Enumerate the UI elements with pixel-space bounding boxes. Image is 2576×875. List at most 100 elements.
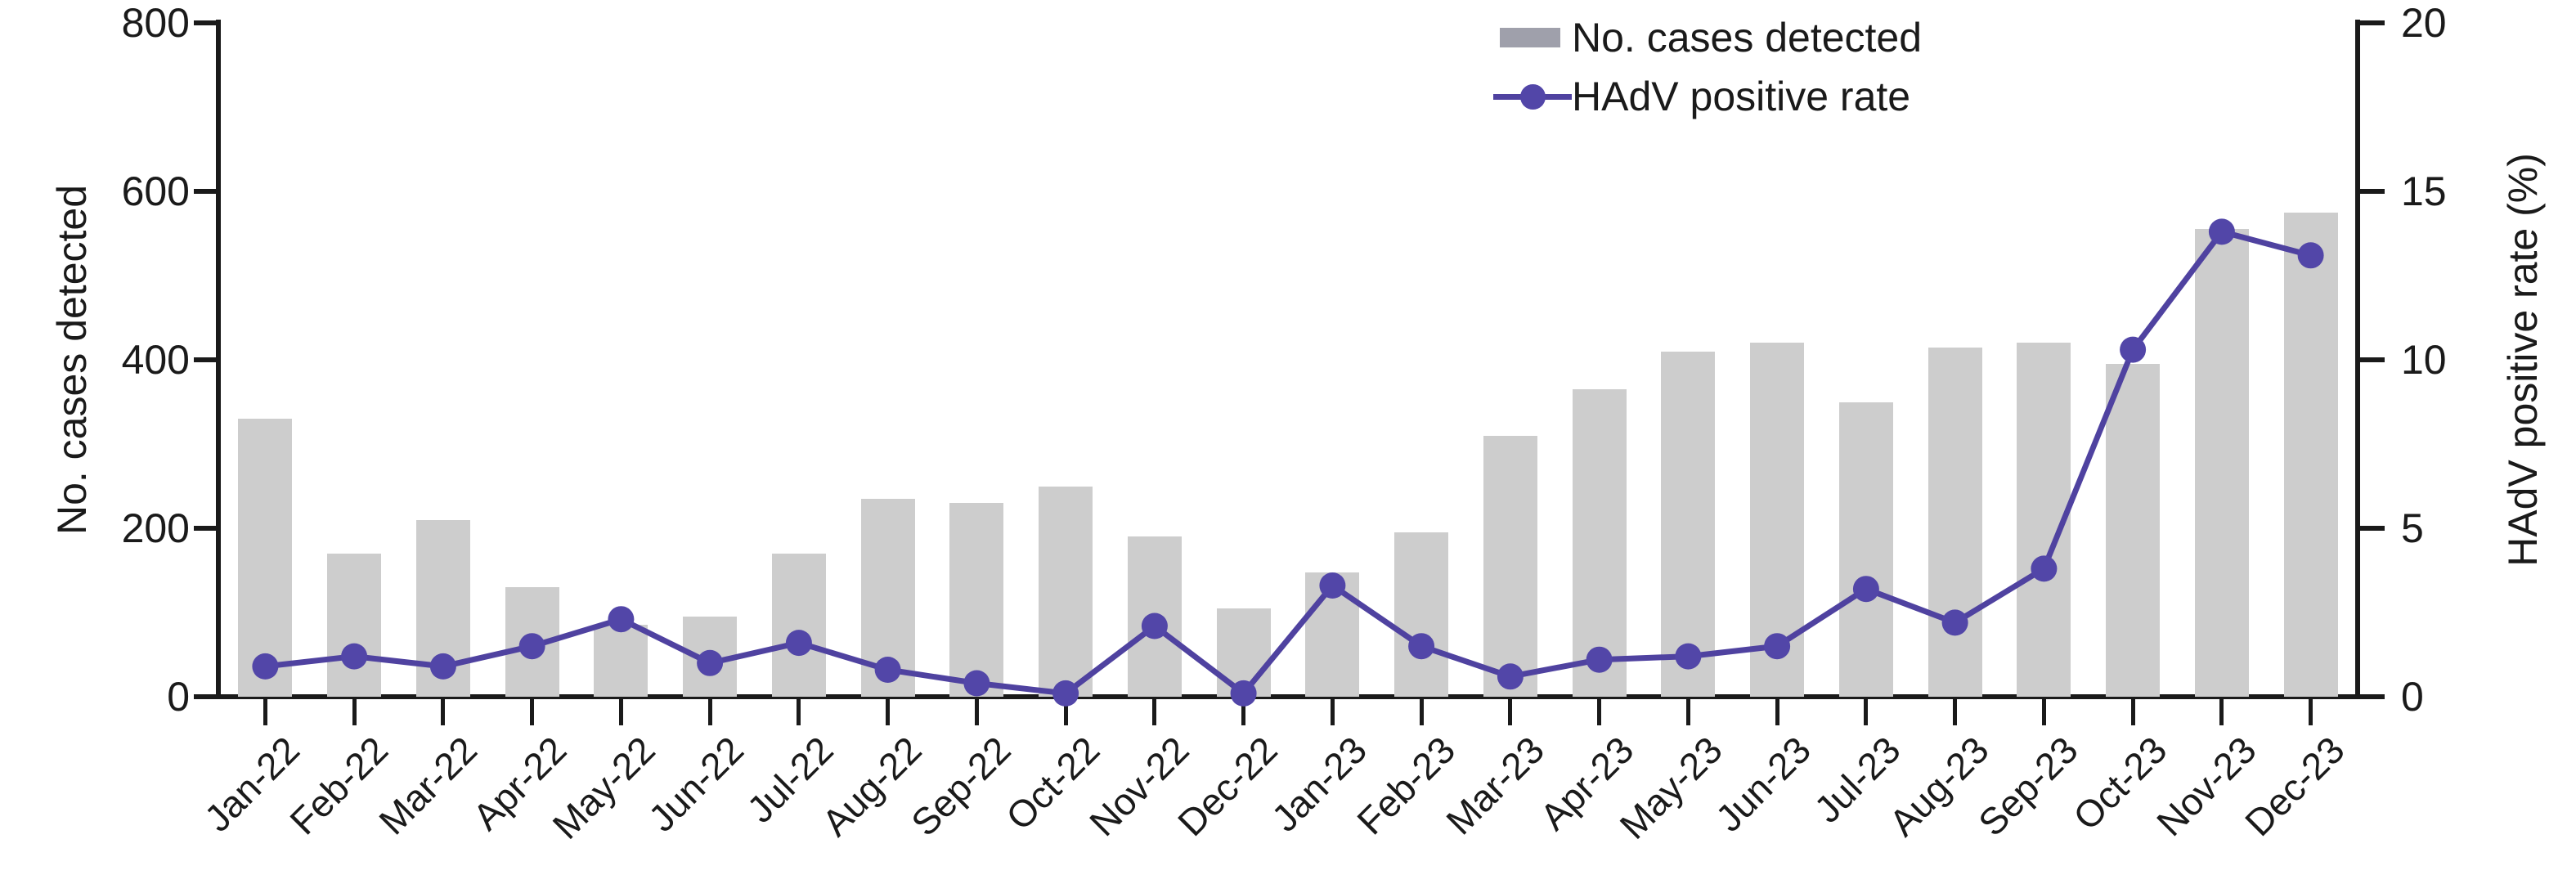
bar-Mar-23 [1483, 435, 1537, 697]
x-tick-Dec-22 [1241, 699, 1246, 725]
x-tick-label-Dec-22: Dec-22 [1169, 728, 1286, 845]
bar-Jul-22 [771, 553, 826, 697]
line-series-layer [221, 23, 2355, 707]
x-tick-Jan-23 [1330, 699, 1335, 725]
left-tick-600 [194, 189, 218, 194]
legend-bar-label: No. cases detected [1572, 15, 1923, 61]
right-axis-line [2355, 20, 2360, 699]
bar-Jul-23 [1838, 402, 1893, 697]
left-tick-label-400: 400 [121, 337, 190, 383]
rate-point-Sep-22 [963, 670, 990, 697]
left-axis-title: No. cases detected [49, 184, 95, 536]
rate-point-Dec-22 [1230, 680, 1257, 707]
left-tick-400 [194, 357, 218, 362]
x-tick-label-Jun-22: Jun-22 [640, 728, 752, 840]
x-tick-Jul-23 [1864, 699, 1869, 725]
bar-Sep-22 [949, 503, 1004, 697]
x-tick-Oct-23 [2130, 699, 2135, 725]
right-tick-label-0: 0 [2401, 674, 2424, 720]
x-tick-label-Nov-22: Nov-22 [1080, 728, 1197, 845]
x-tick-Apr-22 [530, 699, 535, 725]
x-tick-Apr-23 [1597, 699, 1602, 725]
legend-item-rate: HAdV positive rate [1493, 70, 1922, 123]
rate-point-Oct-23 [2120, 336, 2147, 363]
x-tick-Oct-22 [1063, 699, 1068, 725]
x-tick-label-Nov-23: Nov-23 [2147, 728, 2264, 845]
rate-point-Jul-23 [1852, 576, 1879, 603]
x-tick-Jun-22 [707, 699, 712, 725]
bar-Jan-22 [238, 419, 293, 697]
legend-item-cases: No. cases detected [1493, 11, 1922, 64]
x-axis-line [216, 694, 2360, 699]
left-tick-label-800: 800 [121, 0, 190, 46]
x-tick-label-Mar-23: Mar-23 [1438, 728, 1553, 843]
x-tick-label-Jan-22: Jan-22 [195, 728, 307, 840]
right-tick-10 [2360, 357, 2385, 362]
bar-series-layer [221, 23, 2355, 697]
x-tick-label-Feb-22: Feb-22 [281, 728, 397, 843]
bar-Oct-22 [1039, 486, 1093, 697]
rate-point-Oct-22 [1052, 680, 1079, 707]
rate-point-Feb-22 [341, 643, 368, 670]
bar-Oct-23 [2106, 364, 2161, 697]
x-tick-Aug-23 [1953, 699, 1958, 725]
x-tick-Sep-22 [974, 699, 979, 725]
legend-bar-swatch [1500, 28, 1560, 47]
bar-Apr-23 [1572, 389, 1627, 697]
x-tick-Jan-22 [263, 699, 267, 725]
legend-rate-label: HAdV positive rate [1572, 74, 1911, 119]
left-axis-line [216, 20, 221, 699]
rate-point-Jul-22 [785, 630, 812, 657]
legend: No. cases detected HAdV positive rate [1493, 11, 1922, 123]
left-tick-label-0: 0 [167, 674, 190, 720]
x-tick-label-Jan-23: Jan-23 [1263, 728, 1375, 840]
left-tick-200 [194, 526, 218, 531]
x-tick-label-Mar-22: Mar-22 [370, 728, 486, 843]
bar-Dec-23 [2283, 212, 2338, 697]
rate-line-svg [252, 218, 2324, 707]
rate-point-Sep-23 [2031, 555, 2058, 582]
rate-point-Mar-23 [1497, 663, 1524, 690]
right-tick-15 [2360, 189, 2385, 194]
x-tick-label-Sep-23: Sep-23 [1970, 728, 2086, 845]
rate-point-Jun-22 [697, 649, 724, 676]
rate-point-Apr-22 [518, 633, 545, 660]
right-tick-label-15: 15 [2401, 168, 2447, 214]
right-tick-20 [2360, 20, 2385, 25]
x-tick-May-23 [1685, 699, 1690, 725]
rate-point-May-23 [1675, 643, 1702, 670]
x-tick-label-Dec-23: Dec-23 [2237, 728, 2353, 845]
x-tick-Jul-22 [797, 699, 801, 725]
right-tick-5 [2360, 526, 2385, 531]
rate-point-May-22 [608, 606, 635, 633]
bar-May-23 [1661, 351, 1716, 697]
x-tick-label-Jun-23: Jun-23 [1708, 728, 1820, 840]
rate-point-Nov-22 [1141, 612, 1168, 639]
right-tick-label-5: 5 [2401, 505, 2424, 551]
rate-point-Dec-23 [2297, 242, 2324, 269]
left-tick-800 [194, 20, 218, 25]
legend-line-dot [1520, 84, 1546, 110]
x-tick-label-Sep-22: Sep-22 [903, 728, 1019, 845]
left-tick-label-600: 600 [121, 168, 190, 214]
x-tick-Aug-22 [886, 699, 891, 725]
x-tick-label-Feb-23: Feb-23 [1349, 728, 1464, 843]
rate-point-Mar-22 [429, 653, 456, 680]
rate-point-Feb-23 [1408, 633, 1435, 660]
legend-line-marker-icon [1493, 80, 1572, 113]
rate-point-Jan-22 [252, 653, 279, 680]
rate-point-Jan-23 [1319, 572, 1346, 599]
left-tick-0 [194, 694, 218, 699]
x-tick-May-22 [618, 699, 623, 725]
x-tick-Nov-23 [2219, 699, 2224, 725]
x-tick-label-Aug-22: Aug-22 [814, 728, 930, 845]
rate-line-path [265, 228, 2312, 698]
x-tick-Feb-23 [1419, 699, 1424, 725]
x-tick-Mar-23 [1508, 699, 1513, 725]
right-axis-title: HAdV positive rate (%) [2500, 153, 2546, 567]
rate-point-Nov-23 [2208, 218, 2235, 245]
right-tick-0 [2360, 694, 2385, 699]
bar-Aug-23 [1928, 347, 1982, 697]
rate-point-Aug-23 [1941, 609, 1968, 636]
